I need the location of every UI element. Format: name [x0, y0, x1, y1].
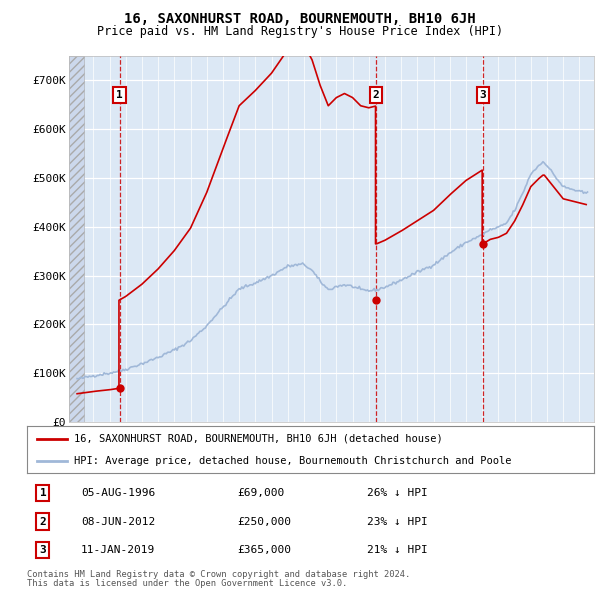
Text: 05-AUG-1996: 05-AUG-1996	[81, 488, 155, 498]
Text: 11-JAN-2019: 11-JAN-2019	[81, 545, 155, 555]
Text: This data is licensed under the Open Government Licence v3.0.: This data is licensed under the Open Gov…	[27, 579, 347, 588]
Text: 2: 2	[40, 517, 46, 526]
Text: 3: 3	[479, 90, 486, 100]
Text: £250,000: £250,000	[237, 517, 291, 526]
Text: £69,000: £69,000	[237, 488, 284, 498]
Text: 1: 1	[116, 90, 123, 100]
Text: 26% ↓ HPI: 26% ↓ HPI	[367, 488, 428, 498]
Text: Contains HM Land Registry data © Crown copyright and database right 2024.: Contains HM Land Registry data © Crown c…	[27, 570, 410, 579]
Text: 16, SAXONHURST ROAD, BOURNEMOUTH, BH10 6JH: 16, SAXONHURST ROAD, BOURNEMOUTH, BH10 6…	[124, 12, 476, 26]
Text: 08-JUN-2012: 08-JUN-2012	[81, 517, 155, 526]
Text: Price paid vs. HM Land Registry's House Price Index (HPI): Price paid vs. HM Land Registry's House …	[97, 25, 503, 38]
Text: £365,000: £365,000	[237, 545, 291, 555]
Text: 3: 3	[40, 545, 46, 555]
Text: 1: 1	[40, 488, 46, 498]
Text: 23% ↓ HPI: 23% ↓ HPI	[367, 517, 428, 526]
Text: 21% ↓ HPI: 21% ↓ HPI	[367, 545, 428, 555]
Polygon shape	[69, 56, 84, 422]
Text: 16, SAXONHURST ROAD, BOURNEMOUTH, BH10 6JH (detached house): 16, SAXONHURST ROAD, BOURNEMOUTH, BH10 6…	[74, 434, 443, 444]
Text: 2: 2	[373, 90, 379, 100]
Text: HPI: Average price, detached house, Bournemouth Christchurch and Poole: HPI: Average price, detached house, Bour…	[74, 457, 512, 466]
